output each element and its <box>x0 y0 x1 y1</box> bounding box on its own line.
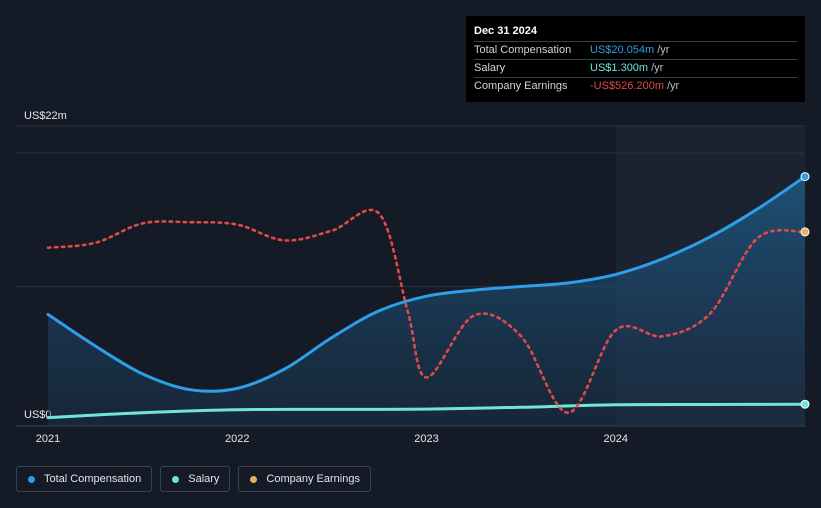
y-axis-label-zero: US$0 <box>24 409 52 421</box>
legend-label: Company Earnings <box>266 473 360 485</box>
tooltip-value: US$1.300m <box>590 62 649 74</box>
legend-item-company-earnings[interactable]: Company Earnings <box>238 466 371 492</box>
tooltip-label: Company Earnings <box>474 80 568 92</box>
legend-dot-icon <box>250 475 258 483</box>
legend-label: Total Compensation <box>44 473 142 485</box>
series-end-marker-total-compensation <box>800 172 810 182</box>
legend-dot-icon <box>28 475 35 483</box>
tooltip-row-salary: Salary US$1.300m /yr <box>474 60 797 78</box>
x-tick-label: 2024 <box>604 433 628 445</box>
series-line-total-compensation <box>46 175 807 393</box>
tooltip-label: Salary <box>474 62 506 74</box>
x-tick-label: 2022 <box>225 433 249 445</box>
legend: Total Compensation Salary Company Earnin… <box>16 466 379 492</box>
tooltip-date: Dec 31 2024 <box>474 24 797 42</box>
legend-item-salary[interactable]: Salary <box>160 466 231 492</box>
series-line-salary <box>46 402 807 420</box>
tooltip-unit: /yr <box>657 44 670 56</box>
tooltip-row-company-earnings: Company Earnings -US$526.200m /yr <box>474 78 797 95</box>
x-tick-label: 2023 <box>414 433 438 445</box>
series-line-company-earnings <box>46 208 807 415</box>
tooltip-label: Total Compensation <box>474 44 572 56</box>
x-tick-label: 2021 <box>36 433 60 445</box>
tooltip-value: US$20.054m <box>590 44 655 56</box>
tooltip-value: -US$526.200m <box>590 80 664 92</box>
series-end-marker-salary <box>800 399 810 409</box>
series-end-marker-company-earnings <box>800 227 810 237</box>
series-area-total-compensation <box>48 176 805 426</box>
legend-dot-icon <box>172 475 180 483</box>
legend-item-total-compensation[interactable]: Total Compensation <box>16 466 153 492</box>
tooltip-unit: /yr <box>651 62 664 74</box>
legend-label: Salary <box>188 473 220 485</box>
tooltip-row-total-compensation: Total Compensation US$20.054m /yr <box>474 42 797 60</box>
tooltip: Dec 31 2024 Total Compensation US$20.054… <box>466 16 805 102</box>
y-axis-label-max: US$22m <box>24 110 67 122</box>
tooltip-unit: /yr <box>667 80 680 92</box>
